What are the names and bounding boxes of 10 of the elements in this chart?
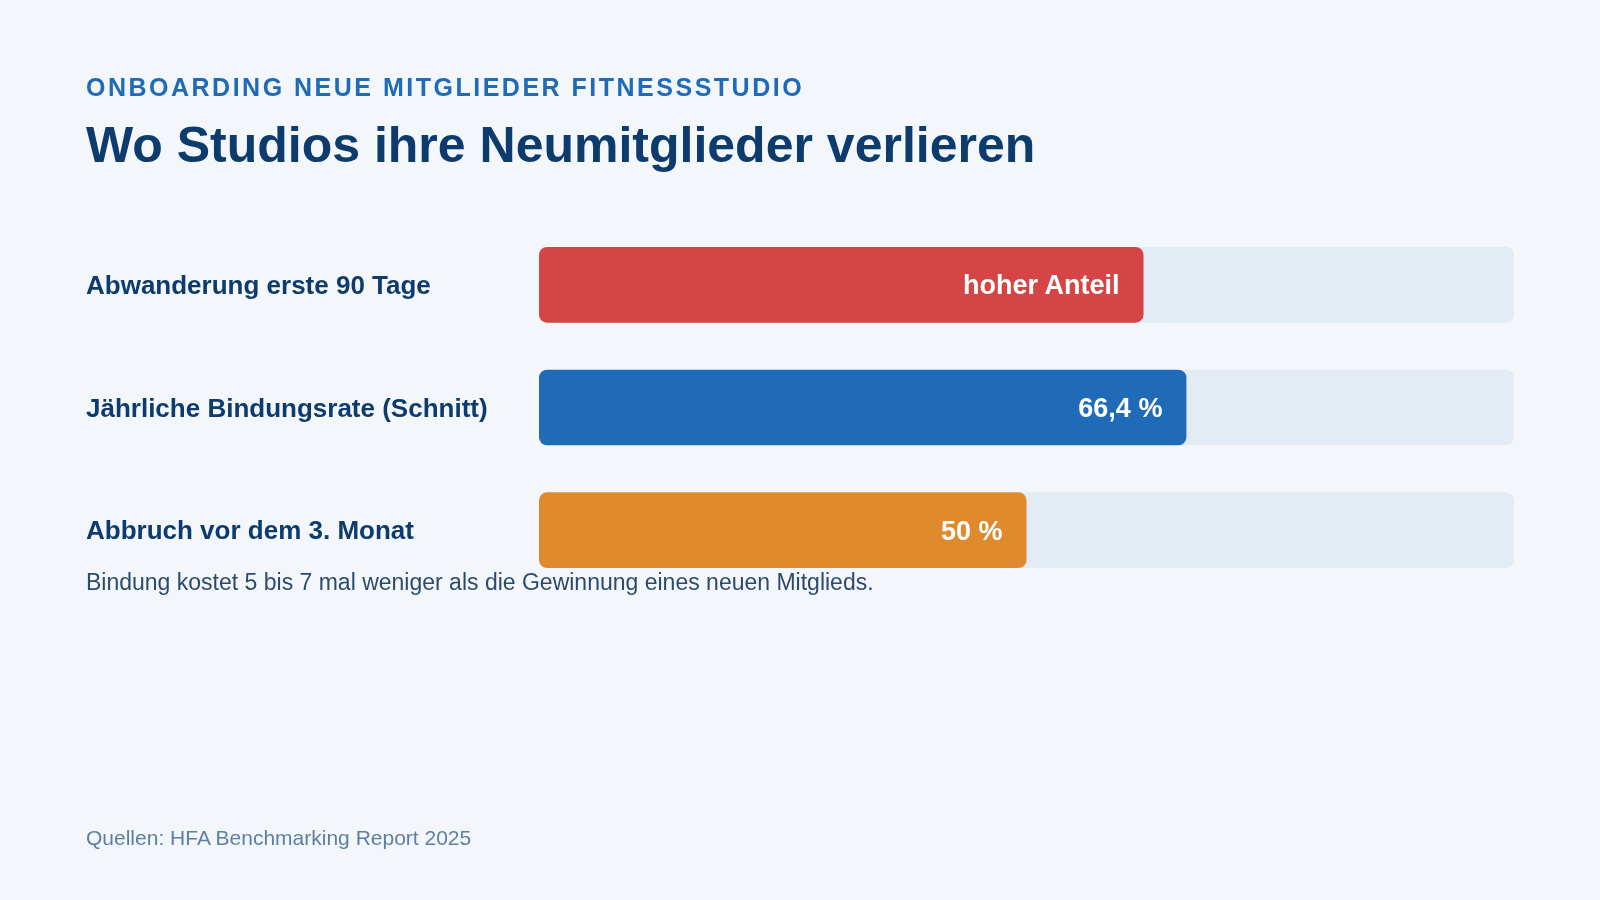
y-tick-label: Abbruch vor dem 3. Monat	[86, 515, 415, 546]
chart-title: Wo Studios ihre Neumitglieder verlieren	[86, 117, 1036, 173]
chart-subtitle: ONBOARDING NEUE MITGLIEDER FITNESSSTUDIO	[86, 73, 805, 101]
y-tick-label: Abwanderung erste 90 Tage	[86, 269, 431, 300]
source-note: Quellen: HFA Benchmarking Report 2025	[86, 826, 472, 849]
y-tick-label: Jährliche Bindungsrate (Schnitt)	[86, 392, 488, 423]
data-label: 50 %	[940, 515, 1003, 546]
data-label: 66,4 %	[1078, 392, 1163, 423]
data-label: hoher Anteil	[962, 270, 1120, 301]
annotation: Bindung kostet 5 bis 7 mal weniger als die Gewinnung eines neuen Mitglieds.	[86, 569, 874, 595]
